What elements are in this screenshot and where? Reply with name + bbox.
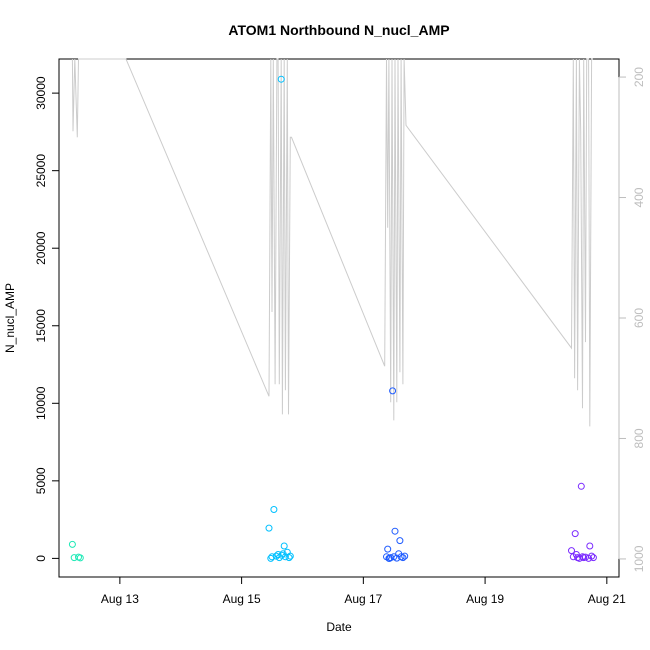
data-point-series-3 xyxy=(401,552,409,560)
right-y-tick-label: 1000 xyxy=(632,545,646,572)
data-point-series-2 xyxy=(270,506,278,513)
y-axis-label: N_nucl_AMP xyxy=(3,283,17,353)
x-tick-label: Aug 15 xyxy=(223,592,261,606)
points-layer xyxy=(68,75,597,562)
data-point-series-2 xyxy=(281,553,289,561)
y-tick-label: 0 xyxy=(34,555,48,562)
data-point-series-3 xyxy=(391,527,399,535)
y-tick-label: 30000 xyxy=(34,76,48,110)
y-tick-label: 25000 xyxy=(34,154,48,188)
right-y-tick-label: 400 xyxy=(632,187,646,207)
right-y-axis: 200 400 600 800 1000 xyxy=(618,67,646,572)
data-point-series-4 xyxy=(571,530,579,538)
data-point-series-1 xyxy=(68,540,76,548)
y-tick-label: 15000 xyxy=(34,309,48,343)
data-point-series-3 xyxy=(396,537,404,545)
data-point-series-4 xyxy=(588,552,596,560)
x-tick-label: Aug 19 xyxy=(466,592,504,606)
data-point-series-2 xyxy=(265,524,273,532)
x-axis: Aug 13 Aug 15 Aug 17 Aug 19 Aug 21 xyxy=(101,576,626,606)
y-tick-label: 5000 xyxy=(34,467,48,494)
series-line-depth xyxy=(71,58,593,427)
y-axis: 0 5000 10000 15000 20000 25000 30000 xyxy=(34,76,60,562)
data-point-series-2 xyxy=(280,542,288,550)
right-y-tick-label: 200 xyxy=(632,67,646,87)
data-point-series-3 xyxy=(384,545,392,553)
data-point-series-2 xyxy=(268,553,276,561)
data-point-series-2 xyxy=(274,551,282,558)
x-tick-label: Aug 21 xyxy=(588,592,626,606)
data-point-series-3 xyxy=(386,554,393,562)
data-point-series-2 xyxy=(278,551,286,559)
data-point-series-2 xyxy=(286,552,294,560)
y-tick-label: 10000 xyxy=(34,386,48,420)
right-y-tick-label: 800 xyxy=(632,428,646,448)
data-point-series-4 xyxy=(572,551,580,558)
chart-title: ATOM1 Northbound N_nucl_AMP xyxy=(228,22,449,38)
x-tick-label: Aug 13 xyxy=(101,592,139,606)
data-point-series-3 xyxy=(389,387,397,395)
data-point-series-4 xyxy=(586,542,594,550)
data-point-series-4 xyxy=(568,547,575,555)
x-axis-label: Date xyxy=(326,620,352,634)
data-point-series-2 xyxy=(267,554,275,562)
data-point-series-1 xyxy=(76,554,84,562)
x-tick-label: Aug 17 xyxy=(344,592,382,606)
data-point-series-4 xyxy=(589,554,597,562)
y-tick-label: 20000 xyxy=(34,231,48,265)
data-point-series-4 xyxy=(577,482,585,490)
right-y-tick-label: 600 xyxy=(632,308,646,328)
data-point-series-3 xyxy=(399,554,407,562)
data-point-series-2 xyxy=(285,554,293,562)
reference-line-layer xyxy=(71,58,593,427)
data-point-series-2 xyxy=(277,75,285,83)
